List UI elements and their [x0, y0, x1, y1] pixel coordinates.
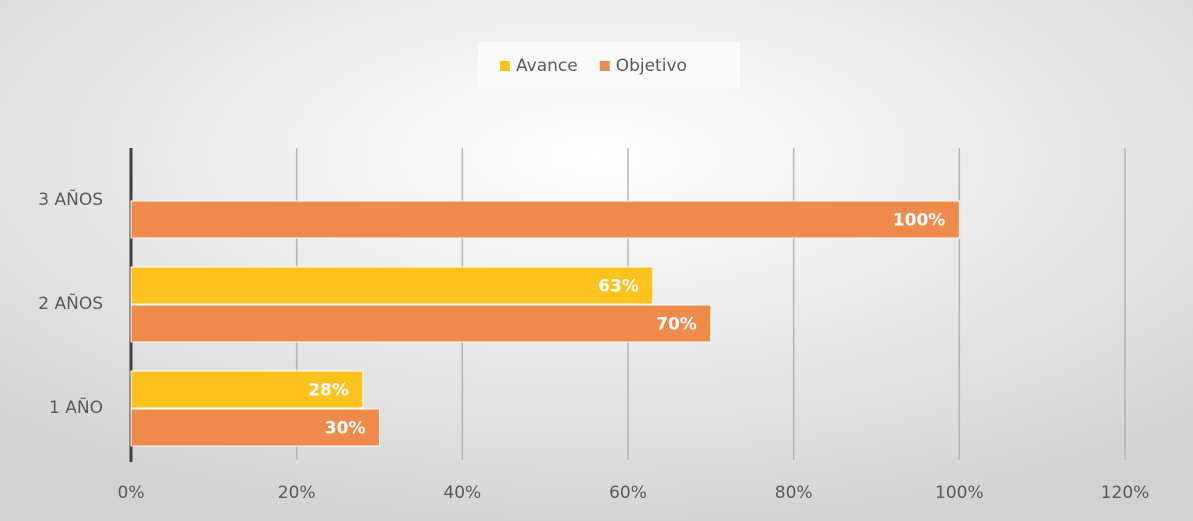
bar [130, 200, 960, 239]
x-tick-label: 80% [775, 483, 813, 503]
legend-label: Avance [516, 56, 578, 76]
bar [130, 266, 654, 305]
x-tick-label: 120% [1101, 483, 1150, 503]
legend-label: Objetivo [616, 56, 687, 76]
x-tick-label: 60% [609, 483, 647, 503]
legend-swatch [599, 61, 610, 71]
bar [130, 408, 380, 447]
data-label: 28% [308, 381, 349, 401]
data-label: 30% [325, 419, 366, 439]
data-label: 100% [893, 211, 946, 231]
x-tick-label: 100% [935, 483, 984, 503]
x-tick-label: 0% [118, 483, 145, 503]
bar [130, 304, 712, 343]
legend-swatch [500, 61, 510, 71]
bar [130, 370, 364, 409]
y-tick-label: 1 AÑO [49, 396, 103, 418]
y-tick-label: 2 AÑOS [38, 292, 103, 314]
data-label: 63% [598, 277, 639, 297]
x-tick-label: 20% [278, 483, 316, 503]
y-tick-label: 3 AÑOS [38, 188, 103, 210]
data-label: 70% [656, 315, 697, 335]
x-tick-label: 40% [443, 483, 481, 503]
